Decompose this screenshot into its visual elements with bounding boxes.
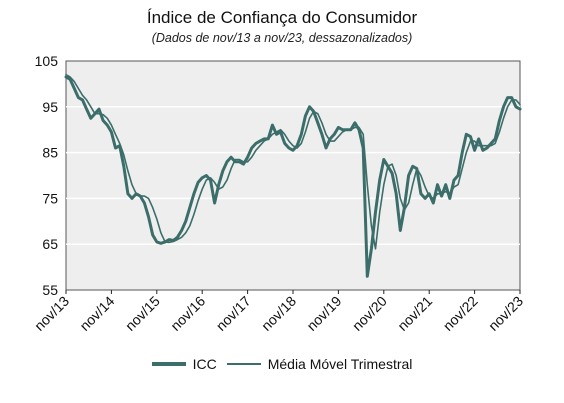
legend-swatch-media-movel	[226, 363, 261, 365]
x-tick-label: nov/21	[394, 293, 435, 334]
legend-label-icc: ICC	[192, 356, 217, 372]
legend: ICC Média Móvel Trimestral	[0, 356, 564, 372]
series-line-media-movel	[65, 73, 521, 250]
legend-item-icc: ICC	[151, 356, 217, 372]
y-tick-label: 105	[35, 53, 59, 69]
x-tick-label: nov/14	[76, 293, 117, 334]
series-line-icc	[64, 75, 522, 278]
x-tick-label: nov/20	[349, 293, 390, 334]
chart-subtitle: (Dados de nov/13 a nov/23, dessazonaliza…	[151, 31, 413, 45]
plot-area	[65, 60, 521, 291]
chart-title: Índice de Confiança do Consumidor	[146, 8, 418, 27]
x-tick-label: nov/19	[303, 293, 344, 334]
x-tick-label: nov/15	[122, 293, 163, 334]
x-tick-label: nov/18	[258, 293, 299, 334]
y-tick-label: 85	[42, 145, 58, 161]
x-tick-label: nov/17	[213, 293, 254, 334]
x-tick-label: nov/22	[440, 293, 481, 334]
legend-label-media-movel: Média Móvel Trimestral	[267, 356, 413, 372]
x-tick-label: nov/23	[485, 293, 526, 334]
y-tick-label: 55	[42, 282, 58, 298]
series-lines	[64, 73, 522, 278]
y-tick-label: 95	[42, 99, 58, 115]
y-tick-label: 65	[42, 236, 58, 252]
legend-swatch-icc	[151, 362, 186, 366]
legend-item-media-movel: Média Móvel Trimestral	[226, 356, 413, 372]
y-tick-label: 75	[42, 190, 58, 206]
x-tick-label: nov/13	[31, 293, 72, 334]
x-tick-label: nov/16	[167, 293, 208, 334]
